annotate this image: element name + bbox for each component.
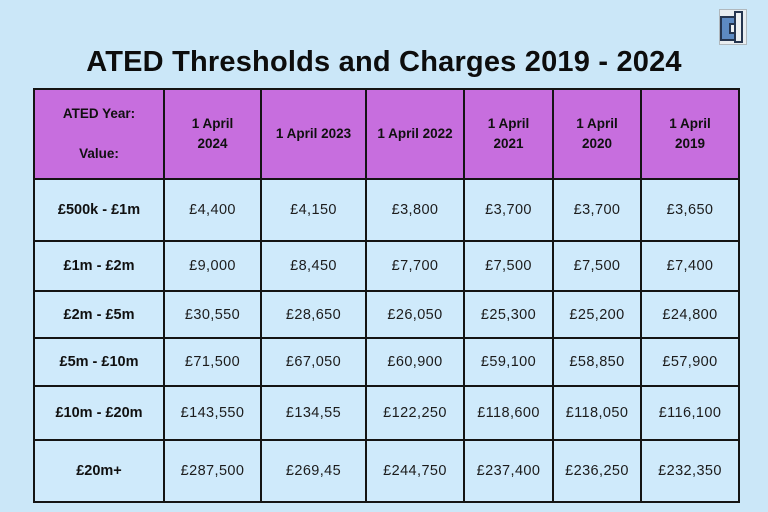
table-cell: £30,550 — [165, 292, 262, 339]
row-band-2m-5m: £2m - £5m — [35, 292, 165, 339]
column-header-2021: 1 April 2021 — [465, 90, 554, 180]
table-cell: £237,400 — [465, 441, 554, 503]
table-cell: £58,850 — [554, 339, 642, 387]
table-cell: £57,900 — [642, 339, 740, 387]
row-band-10m-20m: £10m - £20m — [35, 387, 165, 441]
row-band-1m-2m: £1m - £2m — [35, 242, 165, 292]
table-cell: £134,55 — [262, 387, 367, 441]
table-cell: £8,450 — [262, 242, 367, 292]
table-cell: £25,200 — [554, 292, 642, 339]
table-cell: £7,700 — [367, 242, 465, 292]
table-cell: £232,350 — [642, 441, 740, 503]
page-title: ATED Thresholds and Charges 2019 - 2024 — [86, 46, 682, 79]
row-band-20m-plus: £20m+ — [35, 441, 165, 503]
table-cell: £116,100 — [642, 387, 740, 441]
table-cell: £269,45 — [262, 441, 367, 503]
table-cell: £7,500 — [465, 242, 554, 292]
table-cell: £118,050 — [554, 387, 642, 441]
company-logo-icon — [719, 9, 747, 45]
table-cell: £3,800 — [367, 180, 465, 242]
table-cell: £3,700 — [465, 180, 554, 242]
table-cell: £67,050 — [262, 339, 367, 387]
table-cell: £60,900 — [367, 339, 465, 387]
table-cell: £25,300 — [465, 292, 554, 339]
table-cell: £3,700 — [554, 180, 642, 242]
table-cell: £4,150 — [262, 180, 367, 242]
column-header-2020: 1 April 2020 — [554, 90, 642, 180]
table-cell: £28,650 — [262, 292, 367, 339]
column-header-2019: 1 April 2019 — [642, 90, 740, 180]
ated-thresholds-table: ATED Year: Value: 1 April 2024 1 April 2… — [33, 88, 740, 503]
row-band-5m-10m: £5m - £10m — [35, 339, 165, 387]
corner-label-year: ATED Year: — [62, 105, 136, 121]
table-cell: £7,500 — [554, 242, 642, 292]
column-header-2022: 1 April 2022 — [367, 90, 465, 180]
row-band-500k-1m: £500k - £1m — [35, 180, 165, 242]
table-cell: £118,600 — [465, 387, 554, 441]
table-cell: £287,500 — [165, 441, 262, 503]
table-cell: £71,500 — [165, 339, 262, 387]
table-cell: £143,550 — [165, 387, 262, 441]
table-cell: £24,800 — [642, 292, 740, 339]
table-cell: £7,400 — [642, 242, 740, 292]
table-cell: £26,050 — [367, 292, 465, 339]
table-cell: £9,000 — [165, 242, 262, 292]
table-corner-header: ATED Year: Value: — [35, 90, 165, 180]
corner-label-value: Value: — [79, 146, 119, 161]
table-cell: £4,400 — [165, 180, 262, 242]
table-cell: £3,650 — [642, 180, 740, 242]
table-cell: £244,750 — [367, 441, 465, 503]
column-header-2023: 1 April 2023 — [262, 90, 367, 180]
table-cell: £122,250 — [367, 387, 465, 441]
table-cell: £59,100 — [465, 339, 554, 387]
table-cell: £236,250 — [554, 441, 642, 503]
column-header-2024: 1 April 2024 — [165, 90, 262, 180]
